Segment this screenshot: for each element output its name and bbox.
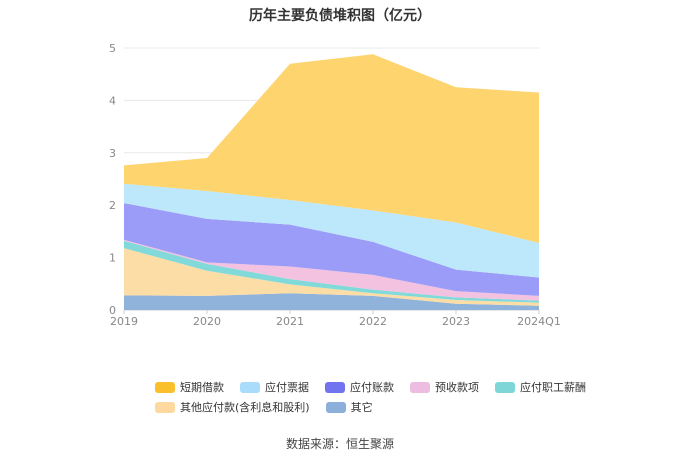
legend-item[interactable]: 应付账款 bbox=[325, 379, 394, 395]
legend-row-2: 其他应付款(含利息和股利) 其它 bbox=[155, 397, 595, 417]
data-source: 数据来源：恒生聚源 bbox=[285, 437, 394, 451]
legend-swatch bbox=[155, 381, 175, 393]
legend-item[interactable]: 应付票据 bbox=[240, 379, 309, 395]
y-tick-label: 2 bbox=[109, 199, 116, 212]
y-tick-label: 3 bbox=[109, 147, 116, 160]
area-series-5 bbox=[124, 183, 539, 278]
legend-row-1: 短期借款 应付票据 应付账款 预收款项 应付职工薪酬 bbox=[155, 377, 595, 397]
legend-label: 应付账款 bbox=[350, 381, 394, 394]
legend-item[interactable]: 其他应付款(含利息和股利) bbox=[155, 399, 310, 415]
area-series-4 bbox=[124, 203, 539, 296]
y-tick-label: 1 bbox=[109, 252, 116, 265]
chart-legend: 短期借款 应付票据 应付账款 预收款项 应付职工薪酬 其他应付款(含利息和股利) 其它 bbox=[155, 377, 595, 417]
legend-item[interactable]: 应付职工薪酬 bbox=[495, 379, 586, 395]
area-series-3 bbox=[124, 239, 539, 301]
x-tick-label: 2020 bbox=[193, 315, 221, 328]
legend-swatch bbox=[410, 381, 430, 393]
legend-label: 应付职工薪酬 bbox=[520, 381, 586, 394]
legend-item[interactable]: 短期借款 bbox=[155, 379, 224, 395]
x-tick-label: 2023 bbox=[442, 315, 470, 328]
legend-swatch bbox=[240, 381, 260, 393]
legend-swatch bbox=[155, 401, 175, 413]
y-tick-label: 4 bbox=[109, 94, 116, 107]
legend-label: 预收款项 bbox=[435, 381, 479, 394]
legend-swatch bbox=[325, 381, 345, 393]
legend-label: 其他应付款(含利息和股利) bbox=[180, 401, 310, 414]
area-series-1 bbox=[124, 248, 539, 306]
y-tick-label: 5 bbox=[109, 42, 116, 55]
legend-label: 其它 bbox=[350, 401, 373, 414]
x-tick-label: 2019 bbox=[110, 315, 138, 328]
chart-title: 历年主要负债堆积图（亿元） bbox=[249, 8, 431, 24]
x-tick-label: 2024Q1 bbox=[517, 315, 561, 328]
stacked-area-chart: 0 1 2 3 4 5 2019 2020 2021 2022 2023 2024Q1 bbox=[109, 42, 561, 328]
area-series-0 bbox=[124, 293, 539, 310]
legend-label: 短期借款 bbox=[180, 381, 224, 394]
area-series-6 bbox=[124, 54, 539, 243]
x-tick-label: 2022 bbox=[359, 315, 387, 328]
x-tick-label: 2021 bbox=[276, 315, 304, 328]
legend-label: 应付票据 bbox=[265, 381, 309, 394]
legend-item[interactable]: 预收款项 bbox=[410, 379, 479, 395]
y-tick-label: 0 bbox=[109, 304, 116, 317]
legend-swatch bbox=[495, 381, 515, 393]
legend-swatch bbox=[325, 401, 346, 413]
legend-item[interactable]: 其它 bbox=[325, 399, 373, 415]
